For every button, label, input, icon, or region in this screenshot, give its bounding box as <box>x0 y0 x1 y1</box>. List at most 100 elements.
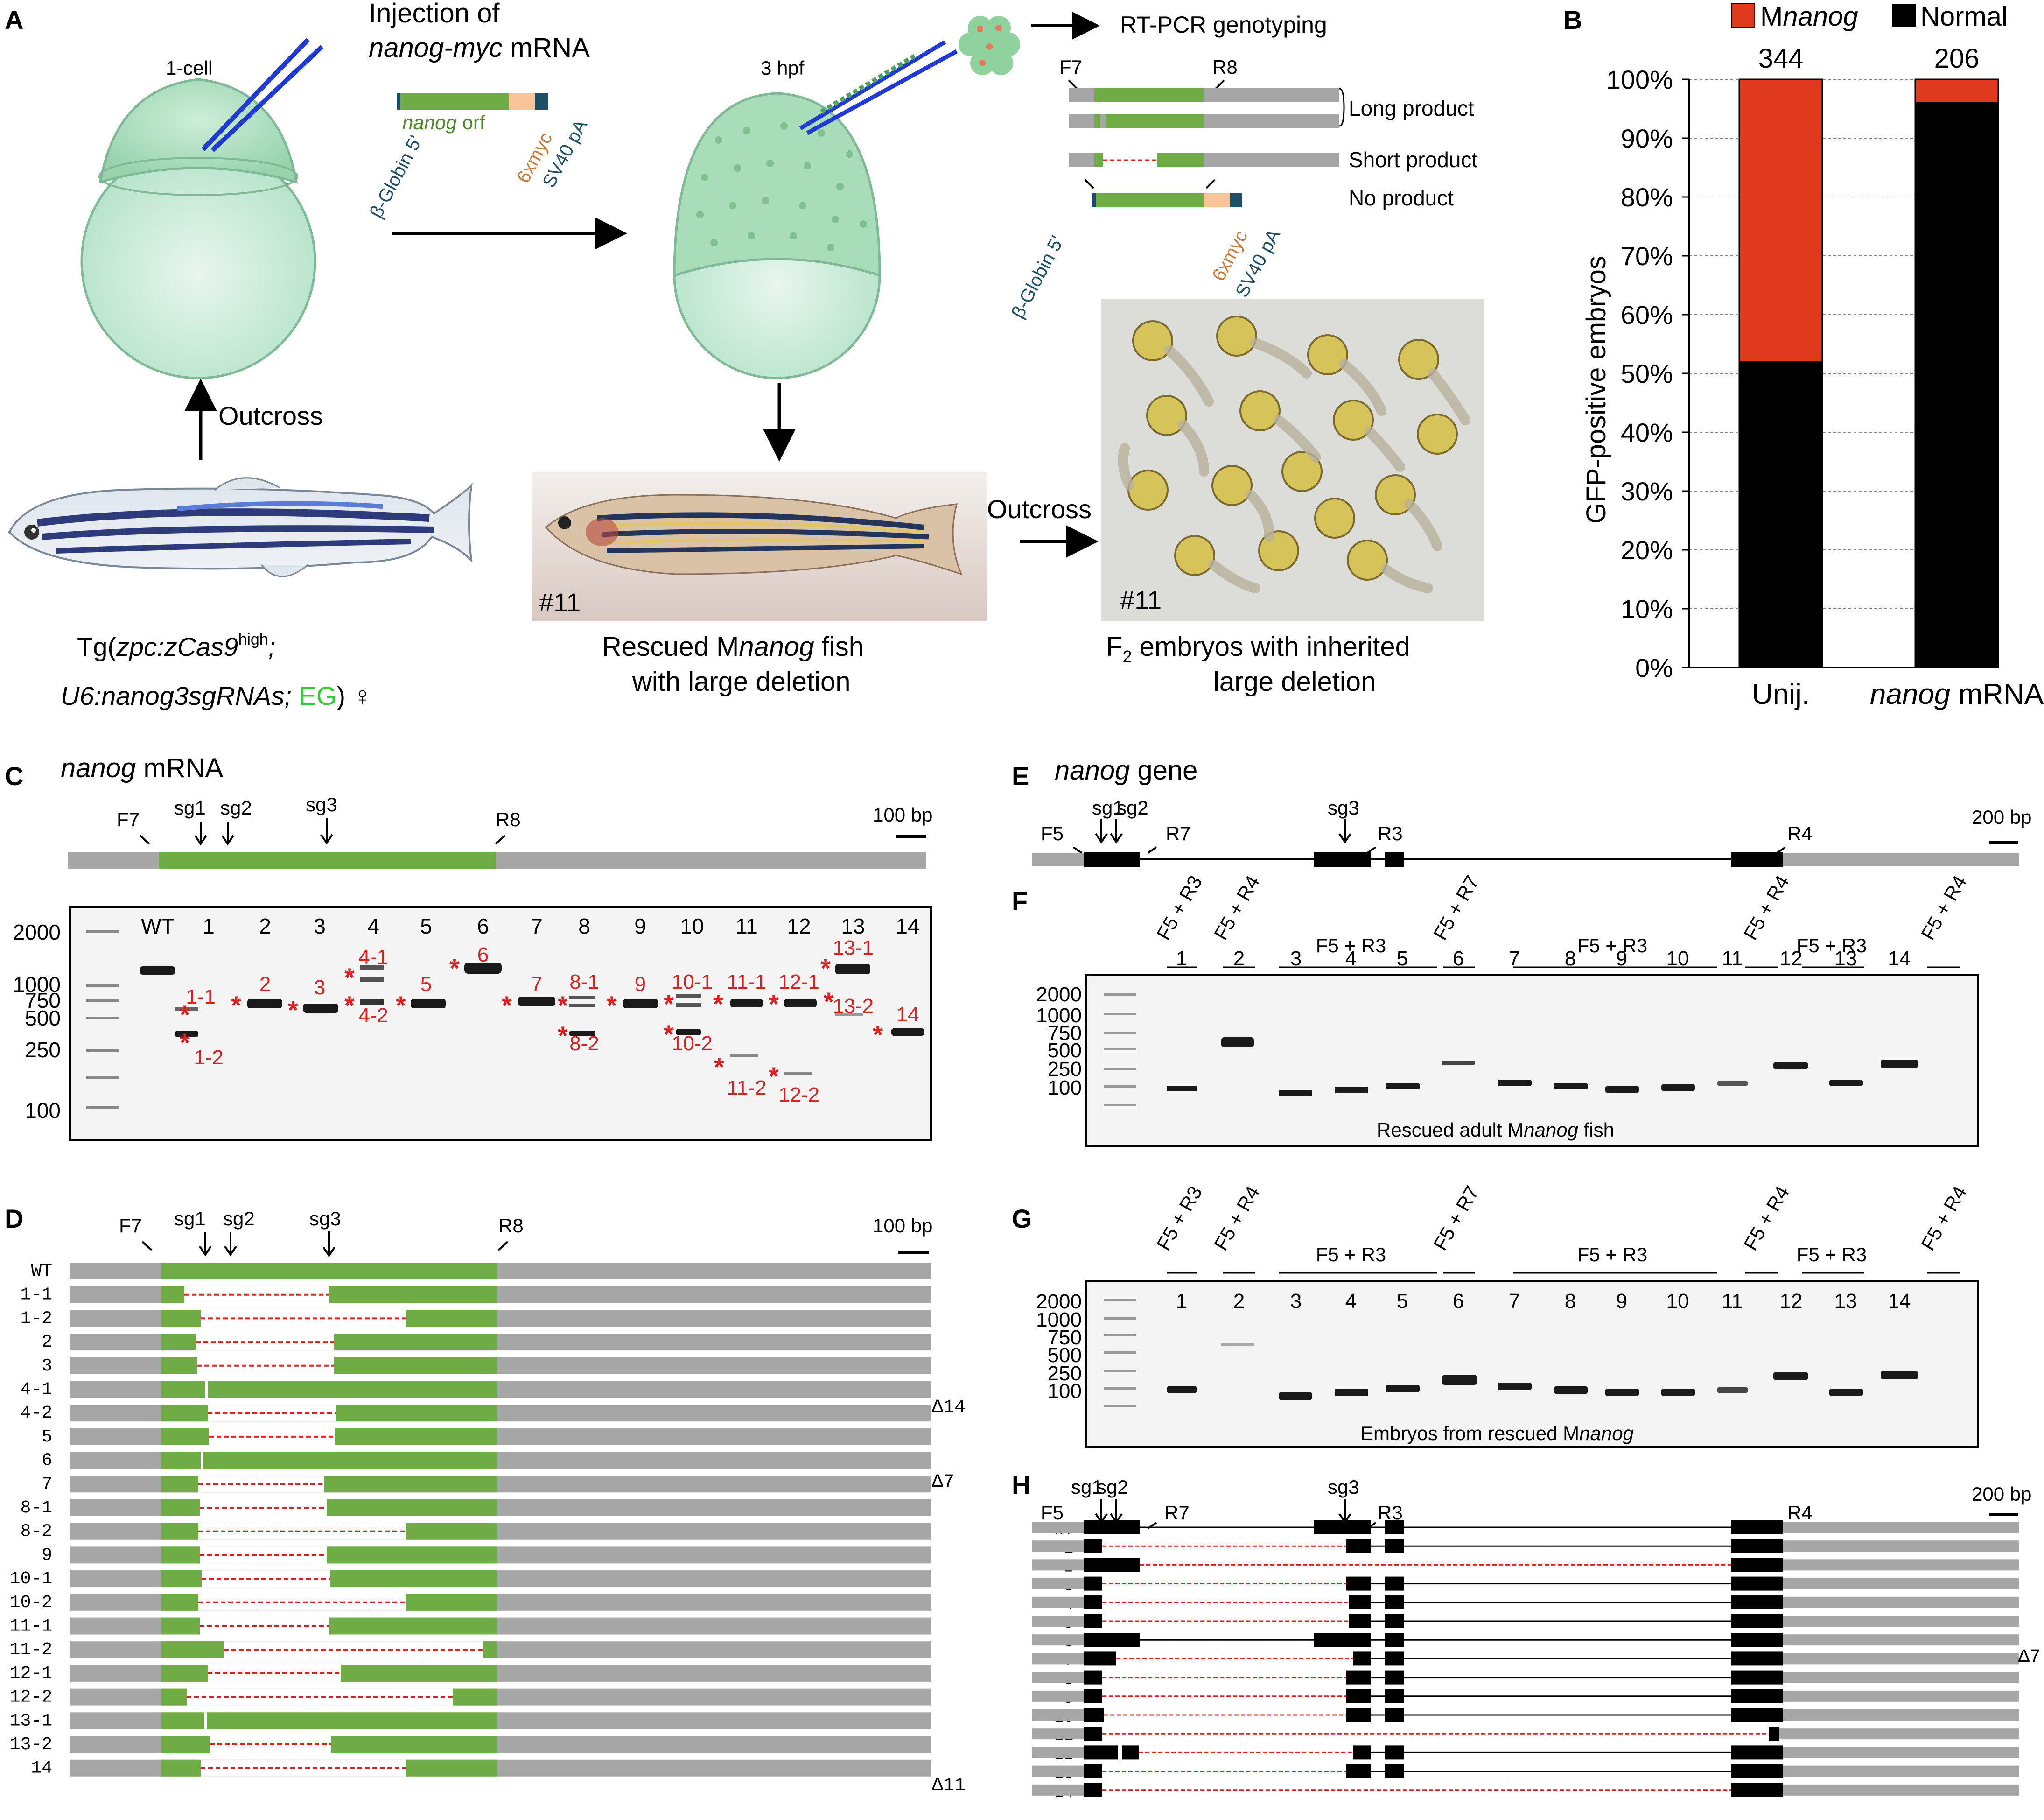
y-axis-title: GFP-positive embryos <box>1581 256 1611 524</box>
c-band-label: 8-2 <box>569 1032 599 1055</box>
e-r3-label: R3 <box>1378 822 1403 844</box>
g-ladder-label: 2000 <box>1036 1290 1082 1313</box>
c-band-label: 4-1 <box>358 946 388 969</box>
c-lane-labels: WT 1 2 3 4 5 6 7 8 9 10 11 12 13 14 <box>141 914 919 938</box>
c-band-label: 10-2 <box>672 1032 713 1055</box>
c-lane-label: 8 <box>578 914 590 938</box>
d-deletion-rows: WT 1-1 1-2 2 3 4-1 4-2 5 6 7 8-1 8-2 9 10-1 10-2 11-1 11… <box>10 1261 931 1778</box>
c-band-label: 13-1 <box>833 936 874 959</box>
h-r4-label: R4 <box>1787 1502 1813 1524</box>
g-primer-label: F5 + R4 <box>1917 1182 1971 1254</box>
c-lane-label: 1 <box>203 914 215 938</box>
tg-line2: U6:nanog3sgRNAs; EG) ♀ <box>61 681 372 710</box>
c-lane-label: WT <box>141 914 175 938</box>
c-band-label: 11-2 <box>727 1076 767 1099</box>
g-lane-label: 4 <box>1345 1290 1357 1313</box>
d-row-label: 5 <box>42 1427 52 1447</box>
g-ladder-label: 250 <box>1048 1362 1082 1385</box>
f-lane-label: 6 <box>1453 947 1464 970</box>
zebrafish-cartoon <box>8 477 473 577</box>
f-lane-label: 4 <box>1345 947 1357 970</box>
f-lane-label: 10 <box>1666 947 1689 970</box>
rescued-fish-photo <box>532 472 987 621</box>
beta-globin-label-2: β-Globin 5' <box>1008 232 1068 322</box>
svg-text:*: * <box>344 963 355 992</box>
c-band-label: 3 <box>314 976 325 999</box>
svg-text:*: * <box>769 989 779 1019</box>
panel-letters: A B C D E F G H <box>5 5 1582 1499</box>
bar-normal-nanog-mrna <box>1914 102 1999 668</box>
f-ladder-label: 750 <box>1048 1022 1082 1045</box>
f-lane-label: 12 <box>1780 947 1803 970</box>
svg-text:*: * <box>502 991 512 1020</box>
injection-label-line2: nanog-myc mRNA <box>369 33 590 63</box>
f-lane-label: 14 <box>1888 947 1911 970</box>
short-product-diagram <box>1069 153 1339 167</box>
c-scale-label: 100 bp <box>873 804 932 826</box>
h-row: 12 <box>1032 1745 2019 1764</box>
n-label-mrna: 206 <box>1934 43 1980 74</box>
e-f5-label: F5 <box>1041 822 1064 844</box>
svg-text:*: * <box>873 1020 883 1049</box>
svg-text:*: * <box>344 991 355 1020</box>
rescued-line2: with large deletion <box>632 667 851 697</box>
panel-letter-b: B <box>1563 5 1582 35</box>
h-row: 1 <box>1032 1539 2019 1558</box>
svg-text:*: * <box>558 991 568 1020</box>
h-sg2-label: sg2 <box>1097 1476 1128 1498</box>
rescued-line1: Rescued Mnanog fish <box>602 632 864 662</box>
panel-letter-d: D <box>5 1204 23 1233</box>
d-row: 8-1 <box>21 1498 931 1518</box>
svg-text:*: * <box>607 991 617 1020</box>
panel-b-chart: Mnanog Normal GFP-positive embryos 0% 10%… <box>1581 1 2044 710</box>
g-primer-label: F5 + R3 <box>1797 1244 1867 1265</box>
panel-e: nanog gene sg1 sg2 sg3 F5 R7 R3 R4 200 b… <box>1032 755 2031 867</box>
g-primer-label: F5 + R3 <box>1577 1244 1648 1265</box>
f-lane-labels: 1 2 3 4 5 6 7 8 9 10 11 12 13 14 <box>1176 947 1911 970</box>
c-band-label: 9 <box>635 973 646 996</box>
c-lane-label: 11 <box>735 914 758 938</box>
g-gel-bands <box>1104 1299 1918 1407</box>
svg-text:*: * <box>180 1000 190 1029</box>
d-delta-131: Δ11 <box>932 1775 966 1796</box>
d-row: WT <box>31 1261 931 1281</box>
d-row-label: 8-2 <box>21 1522 52 1542</box>
panel-h: sg1 sg2 sg3 F5 R7 R3 R4 200 bp WT1234567… <box>1032 1476 2041 1802</box>
y-tick-label: 100% <box>1606 65 1673 94</box>
d-row: 1-2 <box>21 1308 931 1328</box>
beta-globin-label: β-Globin 5' <box>366 132 426 221</box>
e-r7-label: R7 <box>1166 822 1191 844</box>
d-row-label: 13-2 <box>10 1735 52 1755</box>
c-lane-label: 12 <box>787 914 811 938</box>
c-band-label: 14 <box>896 1003 919 1026</box>
r8-primer-label: R8 <box>1212 56 1238 78</box>
d-sg2-label: sg2 <box>223 1208 255 1230</box>
h-delta-6: Δ7 <box>2018 1647 2041 1668</box>
y-tick-label: 50% <box>1621 359 1673 388</box>
h-row: 5 <box>1032 1614 2019 1633</box>
c-band-label: 11-1 <box>727 970 767 993</box>
e-sg3-label: sg3 <box>1328 797 1359 819</box>
c-ladder-label: 500 <box>25 1006 61 1030</box>
d-delta-6: Δ7 <box>932 1472 954 1493</box>
f-ladder-label: 500 <box>1048 1039 1082 1062</box>
g-gel-image <box>1085 1280 1979 1448</box>
d-row: 12-2 <box>10 1687 931 1708</box>
g-lane-label: 7 <box>1509 1290 1520 1313</box>
h-row: WT <box>1032 1520 2019 1539</box>
g-lane-label: 12 <box>1780 1290 1803 1313</box>
rtpcr-label: RT-PCR genotyping <box>1120 12 1327 38</box>
panel-letter-e: E <box>1012 761 1029 791</box>
g-primer-label: F5 + R4 <box>1739 1182 1793 1254</box>
legend-swatch-mnanog <box>1731 3 1755 28</box>
c-lane-label: 3 <box>314 914 326 938</box>
f-ladder-label: 100 <box>1048 1076 1082 1099</box>
f2-embryos-photo <box>1101 299 1484 621</box>
c-band-label: 6 <box>477 943 489 966</box>
d-row: 13-2 <box>10 1735 931 1755</box>
outcross-label-2: Outcross <box>987 494 1092 524</box>
